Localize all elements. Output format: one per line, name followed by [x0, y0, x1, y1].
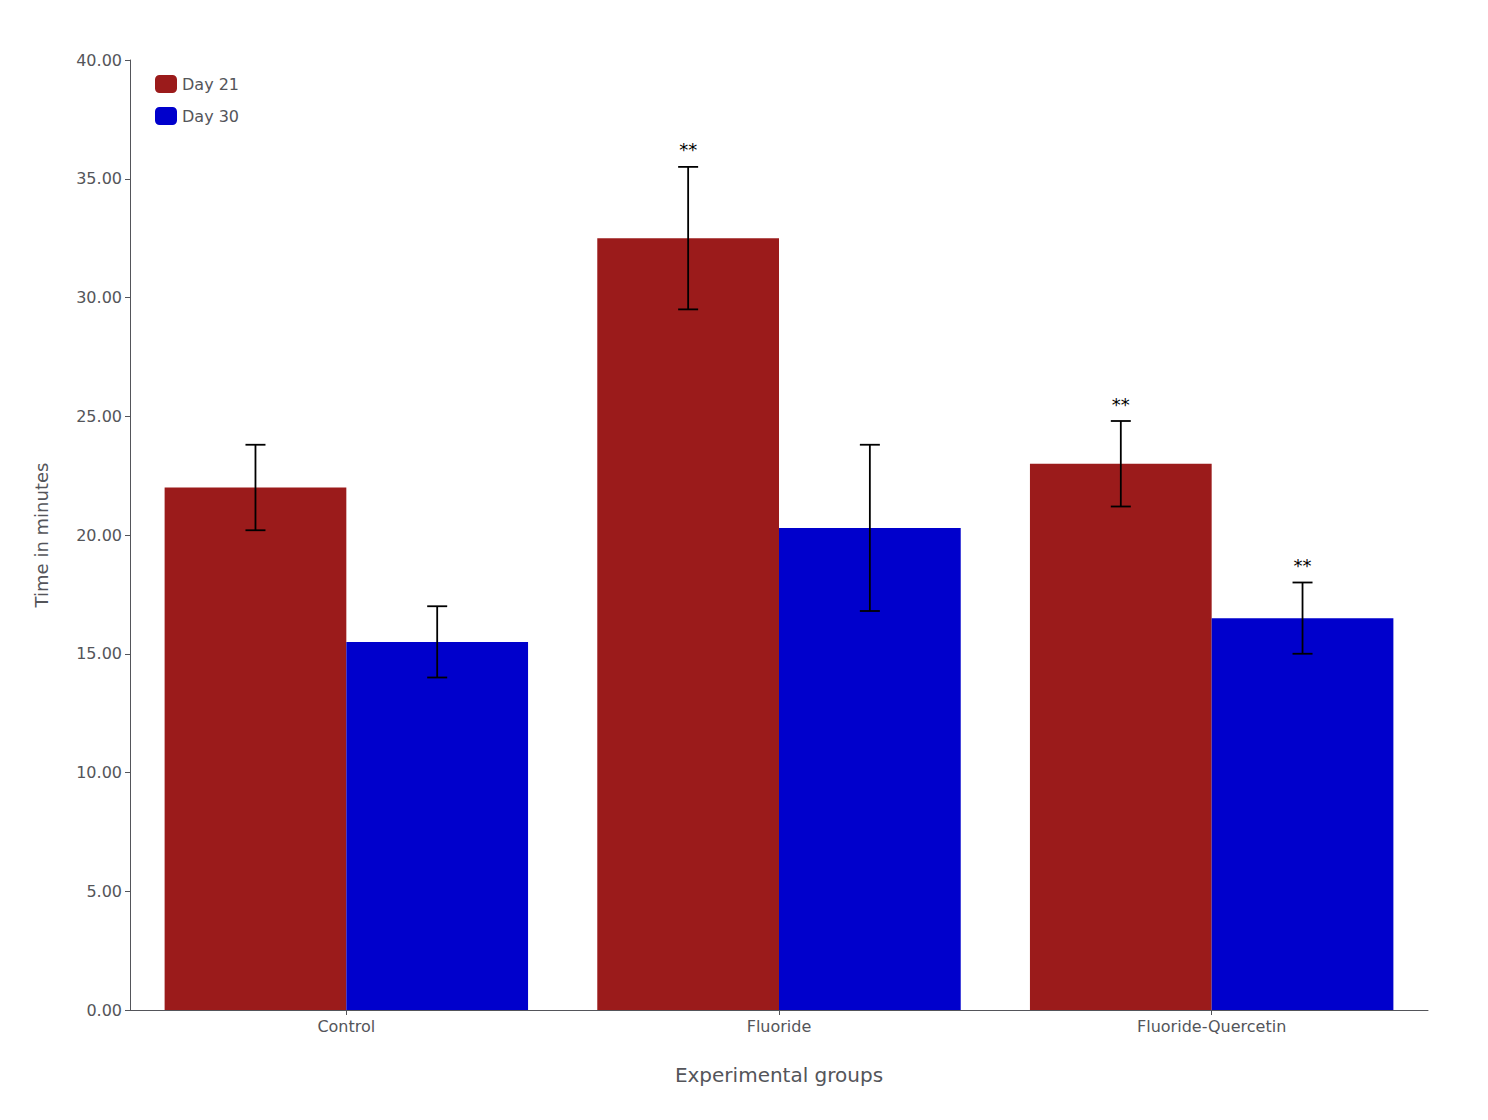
svg-text:Fluoride-Quercetin: Fluoride-Quercetin: [1137, 1017, 1286, 1036]
svg-text:Day 21: Day 21: [182, 75, 239, 94]
svg-text:Day 30: Day 30: [182, 107, 239, 126]
svg-text:Control: Control: [317, 1017, 375, 1036]
svg-text:20.00: 20.00: [76, 526, 122, 545]
svg-text:**: **: [679, 139, 697, 160]
svg-text:5.00: 5.00: [86, 882, 122, 901]
svg-text:Fluoride: Fluoride: [747, 1017, 812, 1036]
svg-text:30.00: 30.00: [76, 288, 122, 307]
svg-text:35.00: 35.00: [76, 169, 122, 188]
svg-text:25.00: 25.00: [76, 407, 122, 426]
svg-text:Time in minutes: Time in minutes: [31, 463, 52, 609]
svg-text:10.00: 10.00: [76, 763, 122, 782]
svg-text:15.00: 15.00: [76, 644, 122, 663]
svg-text:**: **: [1112, 394, 1130, 415]
svg-text:0.00: 0.00: [86, 1001, 122, 1020]
svg-text:**: **: [1294, 555, 1312, 576]
svg-text:Experimental groups: Experimental groups: [675, 1063, 883, 1087]
svg-text:40.00: 40.00: [76, 51, 122, 70]
